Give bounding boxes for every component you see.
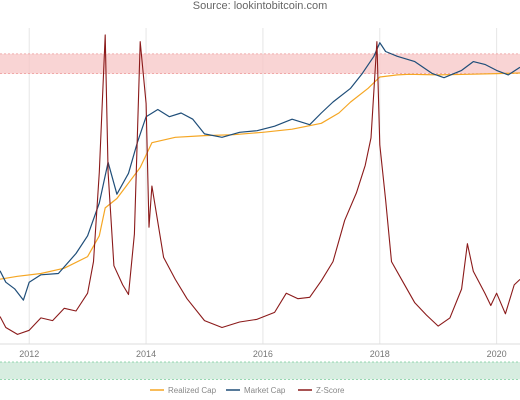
series-line-market-cap bbox=[0, 42, 520, 301]
source-caption: Source: lookintobitcoin.com bbox=[192, 0, 328, 12]
legend-label-z-score: Z-Score bbox=[316, 386, 345, 395]
upper-band bbox=[0, 53, 520, 74]
x-tick-label-2014: 2014 bbox=[136, 349, 156, 359]
series-line-z-score bbox=[0, 34, 520, 335]
series-line-realized-cap bbox=[0, 72, 520, 280]
x-tick-label-2016: 2016 bbox=[253, 349, 273, 359]
x-tick-label-2020: 2020 bbox=[487, 349, 507, 359]
legend-label-realized-cap: Realized Cap bbox=[168, 386, 217, 395]
series-lines bbox=[0, 34, 520, 335]
lower-band bbox=[0, 361, 520, 380]
x-tick-label-2018: 2018 bbox=[370, 349, 390, 359]
legend-label-market-cap: Market Cap bbox=[244, 386, 286, 395]
x-axis-ticks: 2012 2014 2016 2018 2020 bbox=[19, 349, 506, 359]
x-tick-label-2012: 2012 bbox=[19, 349, 39, 359]
gridlines bbox=[0, 28, 520, 345]
legend: Realized Cap Market Cap Z-Score bbox=[150, 386, 345, 395]
bands bbox=[0, 53, 520, 380]
